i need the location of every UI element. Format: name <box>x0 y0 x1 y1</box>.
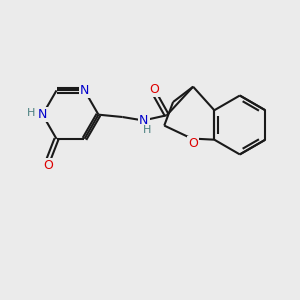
Text: O: O <box>188 137 198 150</box>
Text: H: H <box>27 109 35 118</box>
Text: H: H <box>143 125 152 135</box>
Text: O: O <box>43 159 53 172</box>
Text: N: N <box>80 84 89 97</box>
Text: N: N <box>139 114 148 127</box>
Text: O: O <box>149 83 159 96</box>
Text: N: N <box>38 108 47 121</box>
